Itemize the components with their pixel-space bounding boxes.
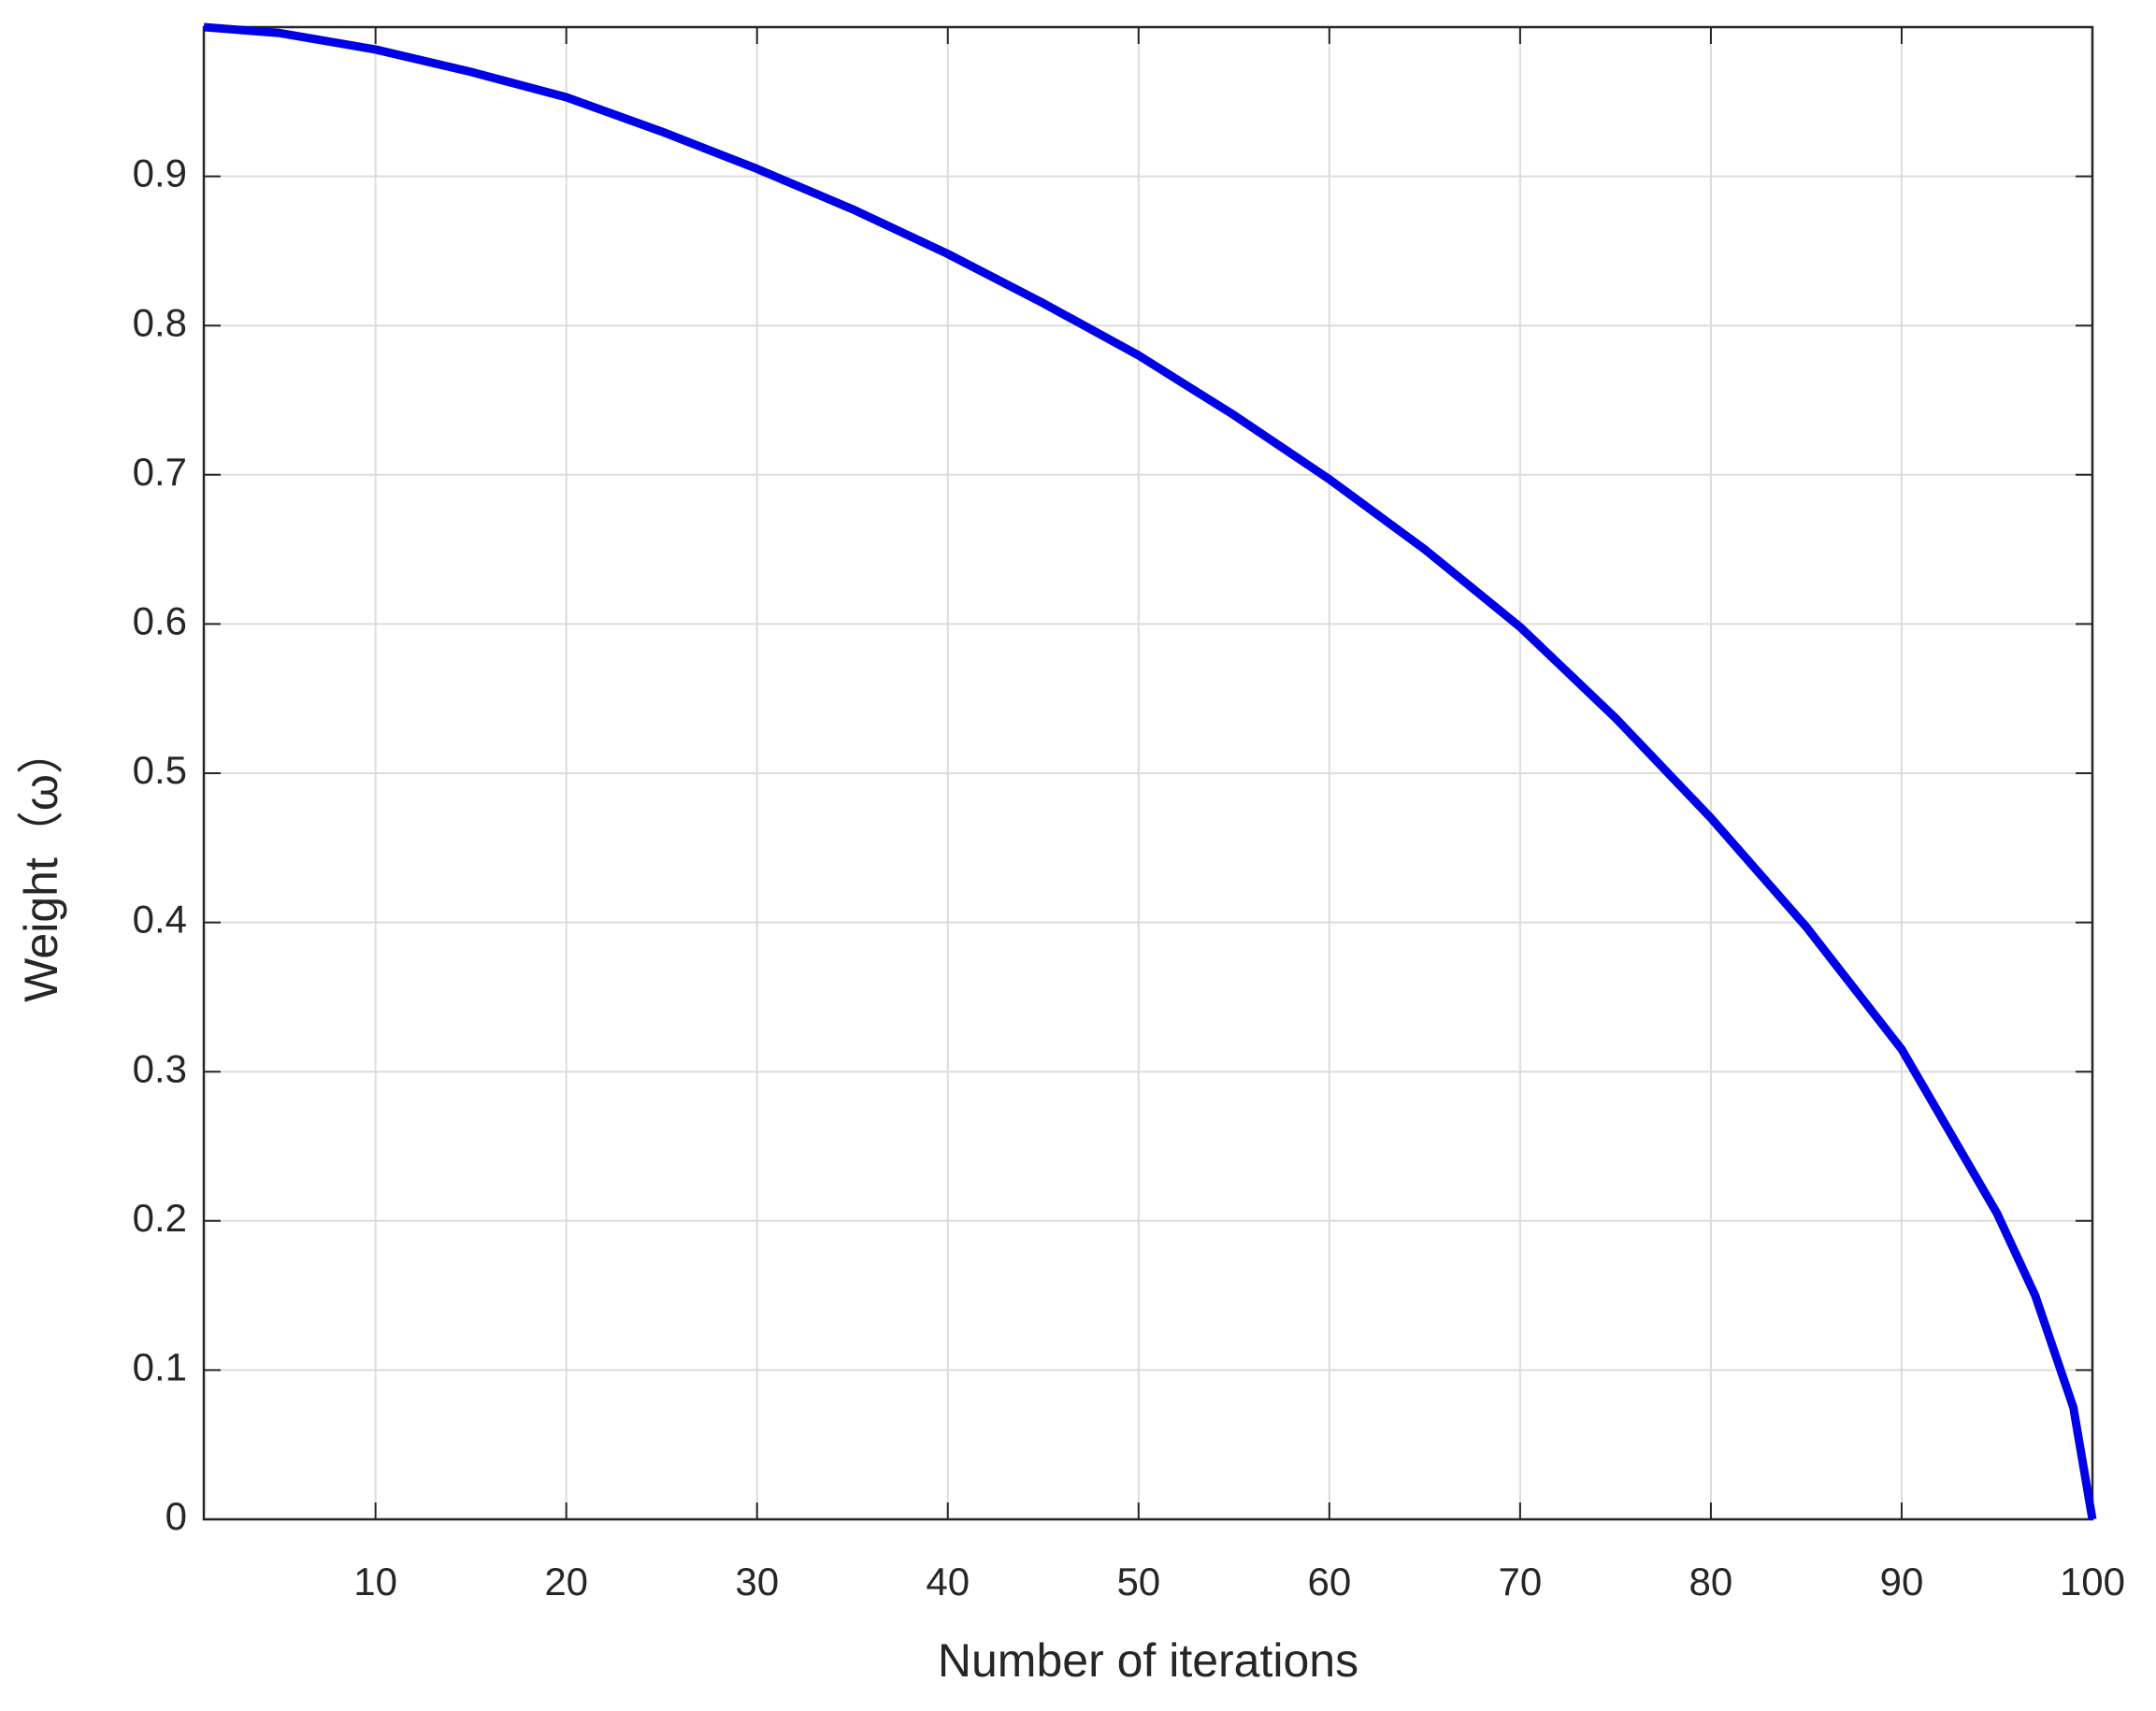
y-tick-label: 0.7 — [133, 450, 187, 494]
y-tick-label: 0.5 — [133, 748, 187, 792]
y-tick-label: 0.6 — [133, 598, 187, 642]
x-tick-label: 100 — [2060, 1560, 2125, 1603]
x-tick-label: 40 — [926, 1560, 970, 1603]
x-tick-label: 80 — [1689, 1560, 1733, 1603]
y-tick-label: 0.4 — [133, 898, 187, 942]
x-tick-label: 90 — [1880, 1560, 1924, 1603]
y-axis-label: Weight（ω） — [15, 727, 67, 1002]
plot-frame — [202, 25, 2094, 1521]
x-tick-label: 20 — [544, 1560, 588, 1603]
y-tick-label: 0.2 — [133, 1196, 187, 1240]
y-tick-label: 0.3 — [133, 1046, 187, 1090]
x-axis-label: Number of iterations — [938, 1634, 1358, 1687]
x-tick-label: 60 — [1307, 1560, 1351, 1603]
x-tick-label: 10 — [353, 1560, 397, 1603]
y-tick-label: 0.1 — [133, 1344, 187, 1388]
y-tick-label: 0.9 — [133, 151, 187, 195]
x-tick-label: 70 — [1499, 1560, 1543, 1603]
x-tick-label: 30 — [735, 1560, 779, 1603]
data-line — [203, 22, 2097, 1520]
x-tick-label: 50 — [1116, 1560, 1160, 1603]
y-tick-label: 0.8 — [133, 300, 187, 344]
y-tick-label: 0 — [165, 1494, 187, 1538]
